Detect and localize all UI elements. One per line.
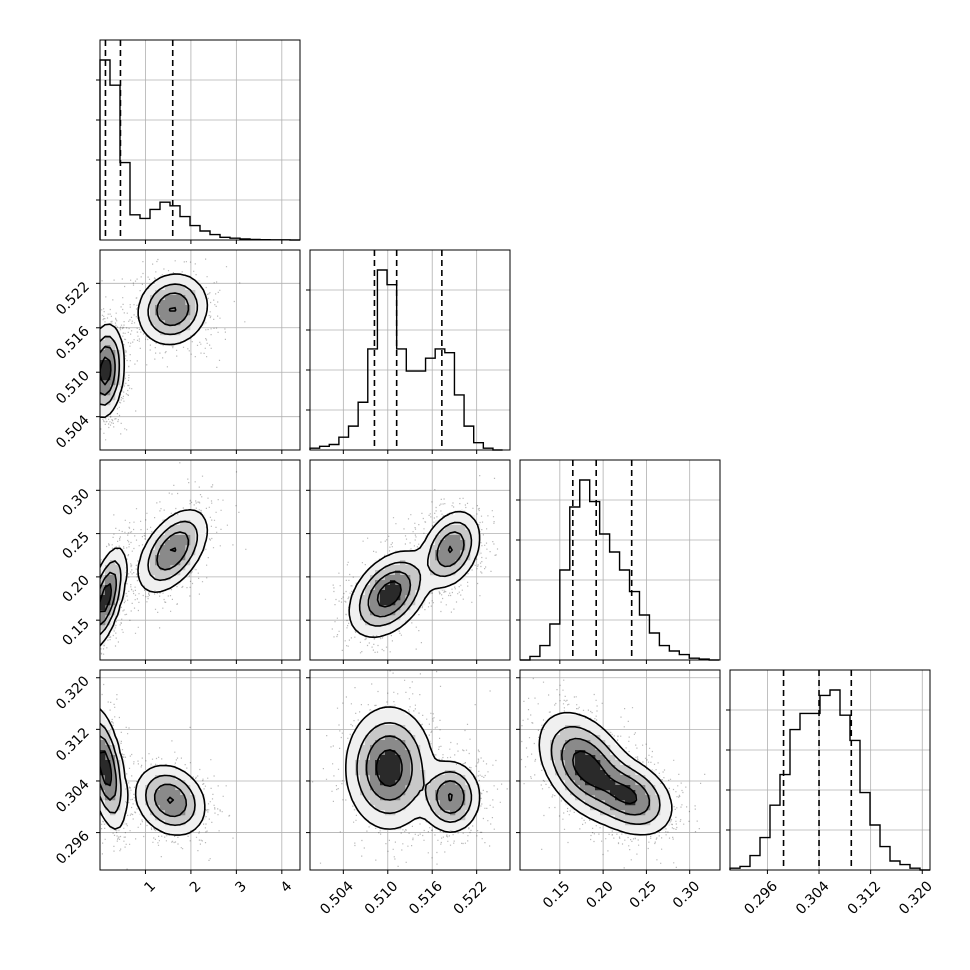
y-tick-label: 0.304 (53, 776, 93, 816)
x-tick-label: 0.20 (583, 878, 616, 911)
density-fill-level-3 (100, 360, 111, 381)
pair-panel-3-0 (100, 683, 234, 870)
x-tick-label: 0.522 (451, 878, 491, 918)
y-tick-label: 0.516 (53, 323, 93, 363)
data-marks (99, 40, 930, 871)
density-fill-level-1 (100, 285, 196, 406)
contour-line-0 (100, 708, 206, 836)
axes-frame-3-2 (519, 669, 721, 871)
panel-bg-hist-0 (100, 40, 300, 240)
y-tick-label: 0.312 (53, 725, 93, 765)
density-fill-level-0 (345, 705, 481, 831)
axes-frame-2-2 (519, 459, 721, 661)
axes-frame-3-0 (99, 669, 301, 871)
density-fill-level-3 (375, 750, 401, 786)
contour-line-0 (348, 510, 481, 639)
density-fill-level-2 (560, 740, 651, 816)
y-tick-label: 0.296 (53, 828, 93, 868)
contour-line-3 (375, 749, 453, 802)
density-fill-level-0 (540, 715, 671, 836)
x-tick-label: 0.304 (793, 878, 833, 918)
x-tick-label: 0.15 (540, 878, 573, 911)
x-tick-label: 1 (141, 878, 159, 896)
y-tick-label: 0.15 (59, 616, 92, 649)
x-tick-label: 0.516 (406, 878, 446, 918)
x-tick-label: 0.25 (627, 878, 660, 911)
density-fill-level-1 (550, 725, 661, 826)
axes-frame-1-1 (309, 249, 511, 451)
density-fill-level-2 (100, 295, 191, 396)
pair-panel-2-1 (324, 475, 499, 654)
pair-panel-1-0 (100, 258, 246, 441)
contour-line-2 (100, 735, 188, 818)
x-tick-label: 0.510 (362, 878, 402, 918)
histogram-step-3 (729, 689, 930, 871)
x-tick-label: 2 (187, 878, 205, 896)
axes-frame-2-1 (309, 459, 511, 661)
panel-bg-pair (100, 670, 300, 870)
contour-line-0 (345, 706, 481, 834)
y-tick-label: 0.20 (59, 572, 92, 605)
axes-frames (96, 39, 931, 874)
y-tick-label: 0.25 (59, 529, 92, 562)
axes-frame-2-0 (99, 459, 301, 661)
contour-line-1 (550, 725, 661, 825)
x-tick-label: 0.504 (317, 878, 357, 918)
contour-line-1 (358, 521, 473, 627)
pair-panel-3-1 (312, 670, 508, 867)
pair-panel-2-0 (100, 462, 247, 655)
contour-line-3 (376, 545, 453, 608)
contour-line-3 (100, 547, 177, 613)
density-fill-level-2 (370, 535, 466, 616)
y-tick-label: 0.320 (53, 673, 93, 713)
density-fill-level-2 (365, 735, 466, 816)
density-fill-level-3 (100, 750, 111, 786)
x-tick-label: 3 (232, 878, 250, 896)
panel-bg-hist-3 (730, 670, 930, 870)
y-tick-label: 0.522 (53, 279, 93, 319)
pair-panel-3-2 (520, 677, 706, 869)
y-tick-label: 0.510 (53, 368, 93, 408)
y-tick-label: 0.30 (59, 486, 92, 519)
panel-bg-hist-1 (310, 250, 510, 450)
contour-line-0 (100, 273, 209, 419)
contour-line-2 (561, 737, 651, 816)
contour-line-2 (365, 735, 465, 814)
contour-line-2 (100, 531, 190, 626)
x-tick-label: 0.296 (741, 878, 781, 918)
density-fill-level-1 (360, 525, 471, 626)
y-tick-label: 0.504 (53, 412, 93, 452)
density-fill-level-2 (100, 740, 186, 816)
contour-line-3 (572, 750, 638, 805)
density-fill-level-3 (575, 750, 636, 806)
axes-frame-3-3 (729, 669, 931, 871)
x-tick-label: 0.320 (896, 878, 936, 918)
density-fill-level-0 (100, 710, 206, 836)
contour-line-1 (100, 520, 199, 636)
contour-line-0 (538, 711, 673, 836)
histogram-step-2 (520, 479, 720, 661)
contour-line-2 (100, 292, 190, 396)
contour-line-1 (100, 722, 196, 827)
axes-frame-1-0 (99, 249, 301, 451)
axes-frame-0-0 (99, 39, 301, 241)
x-tick-label: 0.312 (845, 878, 885, 918)
axes-frame-3-1 (309, 669, 511, 871)
density-fill-level-1 (100, 520, 196, 631)
density-fill-level-2 (100, 535, 191, 626)
x-tick-label: 4 (278, 878, 296, 896)
contour-line-2 (367, 531, 465, 618)
x-tick-label: 0.30 (670, 878, 703, 911)
panel-backgrounds (100, 40, 930, 870)
histogram-step-1 (309, 269, 503, 451)
contour-line-3 (100, 306, 177, 386)
density-fill-level-3 (380, 580, 401, 606)
density-fill-level-0 (350, 510, 481, 636)
contour-line-1 (356, 721, 473, 823)
contour-line-1 (100, 283, 199, 406)
